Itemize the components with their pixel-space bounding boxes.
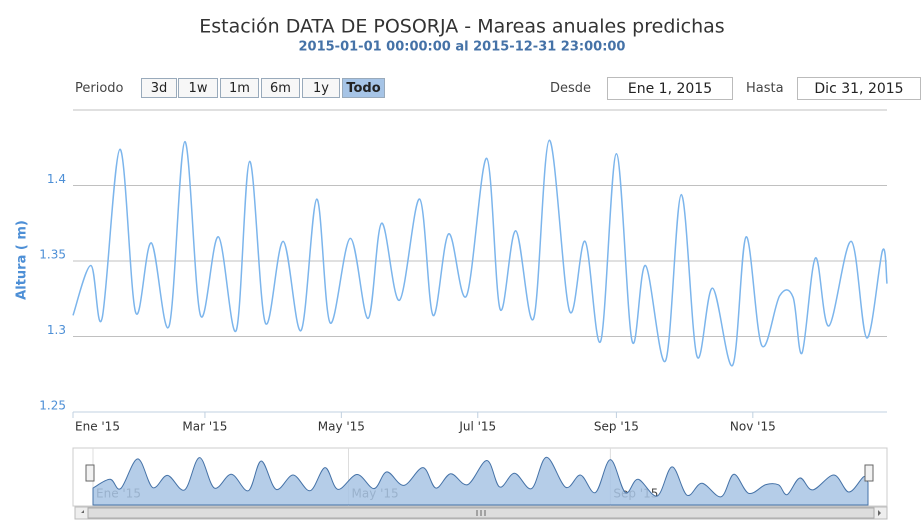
navigator-frame: [72, 447, 888, 507]
x-tick-label: Sep '15: [594, 420, 639, 434]
from-input[interactable]: Ene 1, 2015: [607, 77, 733, 100]
x-tick-label: Nov '15: [730, 420, 776, 434]
scrollbar-grip: [476, 510, 486, 516]
from-label: Desde: [550, 81, 592, 96]
y-tick-label: 1.35: [39, 248, 66, 262]
chart-subtitle: 2015-01-01 00:00:00 al 2015-12-31 23:00:…: [299, 40, 626, 55]
y-tick-label: 1.25: [39, 399, 66, 413]
range-button[interactable]: 1y: [302, 78, 340, 98]
navigator-handle[interactable]: [864, 464, 874, 482]
range-button[interactable]: 3d: [141, 78, 177, 98]
x-tick-label: Ene '15: [75, 420, 120, 434]
x-tick-label: Jul '15: [458, 420, 496, 434]
range-button[interactable]: 6m: [261, 78, 300, 98]
y-tick-label: 1.4: [47, 172, 66, 186]
to-label: Hasta: [746, 81, 784, 96]
y-tick-label: 1.3: [47, 323, 66, 337]
range-label: Periodo: [75, 81, 124, 96]
range-button[interactable]: 1m: [220, 78, 259, 98]
range-button[interactable]: 1w: [178, 78, 218, 98]
navigator-handle[interactable]: [85, 464, 95, 482]
range-button[interactable]: Todo: [342, 78, 385, 98]
chart-title: Estación DATA DE POSORJA - Mareas anuale…: [199, 16, 724, 38]
y-axis-label: Altura ( m): [15, 220, 30, 300]
x-tick-label: May '15: [318, 420, 365, 434]
to-input[interactable]: Dic 31, 2015: [797, 77, 921, 100]
navigator-area: [92, 456, 869, 506]
x-tick-label: Mar '15: [182, 420, 227, 434]
series-line: [72, 139, 888, 367]
